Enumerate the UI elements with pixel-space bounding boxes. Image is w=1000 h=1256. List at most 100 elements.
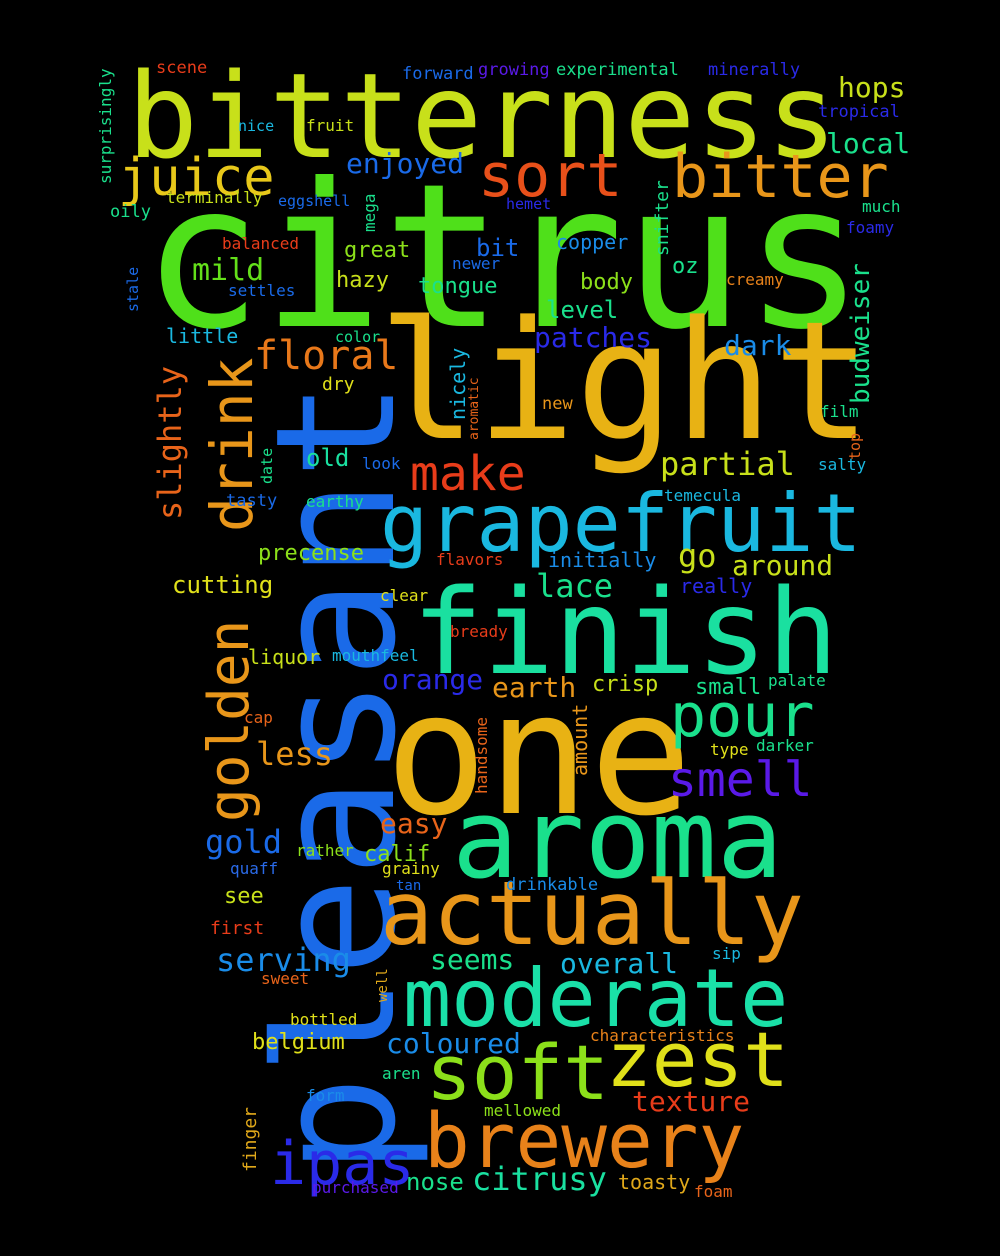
word-darker: darker bbox=[756, 736, 814, 755]
word-aroma: aroma bbox=[452, 775, 784, 903]
word-one: one bbox=[385, 656, 693, 854]
word-film: film bbox=[820, 402, 859, 421]
word-orange: orange bbox=[382, 663, 484, 696]
word-coloured: coloured bbox=[386, 1027, 521, 1060]
word-less: less bbox=[256, 735, 334, 773]
word-gold: gold bbox=[205, 823, 283, 861]
word-flavors: flavors bbox=[436, 550, 504, 569]
word-form: form bbox=[306, 1086, 345, 1105]
word-newer: newer bbox=[452, 254, 501, 273]
word-grainy: grainy bbox=[382, 859, 440, 878]
word-little: little bbox=[166, 324, 239, 348]
word-tongue: tongue bbox=[418, 274, 498, 299]
word-go: go bbox=[678, 537, 717, 575]
word-nicely: nicely bbox=[446, 347, 470, 420]
word-earthy: earthy bbox=[306, 492, 364, 511]
word-date: date bbox=[258, 447, 276, 484]
word-juice: juice bbox=[118, 148, 275, 208]
word-light: light bbox=[378, 286, 872, 477]
word-eggshell: eggshell bbox=[278, 192, 351, 210]
word-growing: growing bbox=[478, 60, 550, 80]
word-texture: texture bbox=[632, 1085, 751, 1118]
word-bitter: bitter bbox=[672, 142, 889, 212]
word-make: make bbox=[410, 446, 526, 502]
word-palate: palate bbox=[768, 671, 826, 690]
word-citrusy: citrusy bbox=[472, 1160, 607, 1198]
word-bready: bready bbox=[450, 622, 508, 641]
word-precense: precense bbox=[258, 541, 364, 566]
word-see: see bbox=[224, 884, 264, 909]
word-creamy: creamy bbox=[726, 270, 784, 289]
word-mild: mild bbox=[192, 253, 265, 288]
word-sort: sort bbox=[478, 141, 623, 211]
word-finger: finger bbox=[240, 1106, 261, 1172]
word-enjoyed: enjoyed bbox=[346, 147, 465, 180]
word-ipas: ipas bbox=[270, 1129, 415, 1199]
word-serving: serving bbox=[216, 941, 351, 979]
word-temecula: temecula bbox=[664, 486, 742, 505]
word-hops: hops bbox=[838, 71, 906, 104]
word-salty: salty bbox=[818, 455, 867, 474]
word-tan: tan bbox=[396, 878, 422, 894]
word-tropical: tropical bbox=[818, 102, 900, 122]
word-moderate: moderate bbox=[403, 952, 789, 1045]
word-quaff: quaff bbox=[230, 859, 279, 878]
word-characteristics: characteristics bbox=[590, 1026, 735, 1045]
word-experimental: experimental bbox=[556, 60, 679, 80]
word-easy: easy bbox=[380, 807, 448, 840]
word-copper: copper bbox=[556, 230, 629, 254]
word-level: level bbox=[546, 296, 619, 324]
word-stale: stale bbox=[124, 266, 142, 312]
word-amount: amount bbox=[568, 703, 592, 776]
word-aren: aren bbox=[382, 1064, 421, 1083]
word-terminally: terminally bbox=[166, 188, 263, 207]
word-dry: dry bbox=[322, 374, 355, 395]
word-sip: sip bbox=[712, 944, 741, 963]
word-great: great bbox=[344, 238, 411, 263]
word-brewery: brewery bbox=[424, 1096, 745, 1185]
word-fruit: fruit bbox=[306, 116, 355, 135]
word-mellowed: mellowed bbox=[484, 1101, 562, 1120]
word-finish: finish bbox=[412, 563, 839, 701]
word-handsome: handsome bbox=[472, 716, 491, 794]
word-nose: nose bbox=[406, 1168, 464, 1196]
word-bitterness: bitterness bbox=[127, 47, 838, 185]
word-initially: initially bbox=[548, 548, 657, 572]
word-actually: actually bbox=[380, 862, 804, 965]
word-surprisingly: surprisingly bbox=[96, 68, 115, 184]
word-nice: nice bbox=[238, 117, 275, 135]
word-really: really bbox=[680, 574, 753, 598]
word-rather: rather bbox=[296, 841, 354, 860]
word-soft: soft bbox=[426, 1028, 610, 1117]
word-cutting: cutting bbox=[172, 571, 274, 599]
word-slightly: slightly bbox=[151, 365, 189, 520]
word-liquor: liquor bbox=[248, 645, 321, 669]
word-foamy: foamy bbox=[846, 218, 895, 237]
word-local: local bbox=[826, 127, 911, 160]
word-much: much bbox=[862, 197, 901, 216]
word-toasty: toasty bbox=[618, 1170, 691, 1194]
word-sweet: sweet bbox=[261, 969, 310, 988]
word-mega: mega bbox=[360, 193, 379, 232]
word-partial: partial bbox=[660, 445, 795, 483]
word-foam: foam bbox=[694, 1182, 733, 1201]
word-type: type bbox=[710, 740, 749, 759]
word-mouthfeel: mouthfeel bbox=[332, 646, 419, 665]
word-around: around bbox=[732, 549, 834, 582]
word-lace: lace bbox=[536, 567, 614, 605]
word-belgium: belgium bbox=[252, 1030, 345, 1055]
word-well: well bbox=[375, 968, 391, 1002]
word-overall: overall bbox=[560, 947, 679, 980]
word-minerally: minerally bbox=[708, 60, 801, 80]
word-look: look bbox=[362, 454, 401, 473]
word-forward: forward bbox=[402, 64, 474, 84]
word-earth: earth bbox=[492, 671, 577, 704]
word-purchased: purchased bbox=[312, 1178, 399, 1197]
word-grapefruit: grapefruit bbox=[380, 477, 862, 570]
word-calif: calif bbox=[364, 842, 431, 867]
word-smell: smell bbox=[668, 752, 813, 808]
word-oily: oily bbox=[110, 202, 151, 222]
word-old: old bbox=[306, 444, 350, 472]
word-body: body bbox=[580, 270, 633, 295]
word-seems: seems bbox=[430, 943, 515, 976]
